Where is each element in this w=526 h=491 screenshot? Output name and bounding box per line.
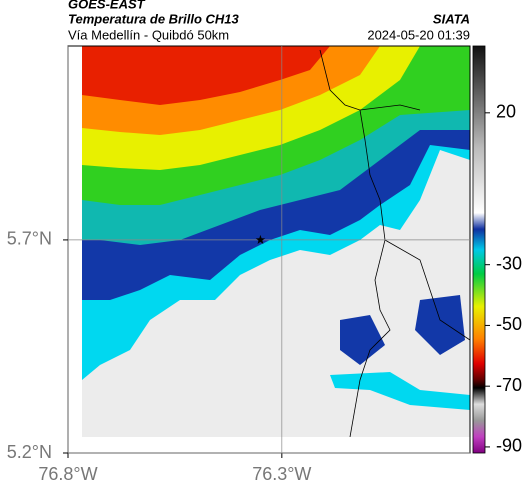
source: SIATA — [433, 11, 470, 26]
colorbar-tick-label: 20 — [496, 102, 516, 122]
satellite-field — [82, 46, 470, 437]
colorbar-tick-label: -70 — [496, 375, 522, 395]
datetime: 2024-05-20 01:39 — [367, 27, 470, 42]
colorbar-tick-label: -30 — [496, 253, 522, 273]
y-tick-label: 5.2°N — [7, 442, 52, 462]
colorbar-tick-label: -50 — [496, 314, 522, 334]
x-tick-label: 76.8°W — [38, 464, 97, 484]
colorbar — [472, 45, 486, 454]
location: Vía Medellín - Quibdó 50km — [68, 27, 229, 42]
colorbar-tick-label: -90 — [496, 436, 522, 456]
y-tick-label: 5.7°N — [7, 229, 52, 249]
title: GOES-EAST — [68, 0, 146, 11]
subtitle: Temperatura de Brillo CH13 — [68, 11, 240, 26]
location-marker — [255, 234, 266, 244]
x-tick-label: 76.3°W — [252, 464, 311, 484]
